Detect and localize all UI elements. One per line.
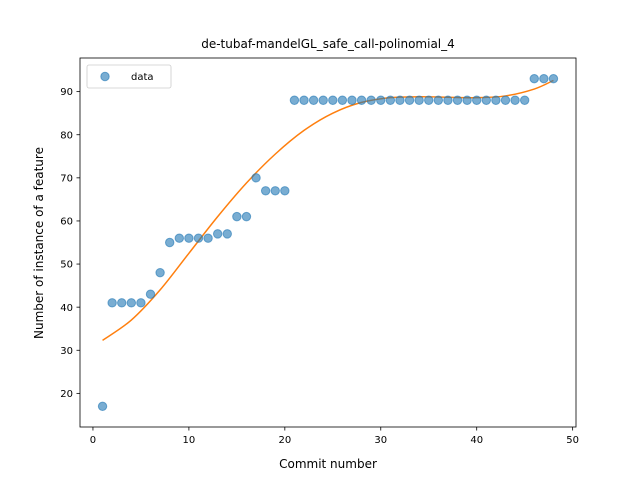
y-tick-label: 50 [60,260,73,271]
data-point [414,95,424,105]
x-axis-label: Commit number [279,457,377,471]
data-point [174,233,184,243]
data-point [232,211,242,222]
y-tick-label: 30 [60,346,73,357]
data-point [193,233,204,243]
data-point [404,95,415,105]
y-axis: 20 30 40 50 60 70 80 90 [60,87,80,400]
x-tick-label: 0 [90,435,96,446]
x-axis: 0 10 20 30 40 50 [90,427,579,446]
data-point [289,95,300,105]
data-point [443,95,453,105]
y-tick-label: 80 [60,130,73,141]
data-point [500,95,511,105]
data-point [203,233,213,243]
data-point [462,95,472,105]
legend: data [86,64,172,89]
data-point [481,95,491,105]
plot-area [79,57,577,428]
data-point [126,298,137,308]
data-point [452,95,463,105]
data-point [280,186,290,196]
y-axis-label: Number of instance of a feature [32,147,46,339]
data-point [222,229,232,239]
data-point [299,95,309,105]
legend-marker [100,71,110,82]
data-point [318,95,328,105]
x-tick-label: 50 [566,435,579,446]
chart-title: de-tubaf-mandelGL_safe_call-polinomial_4 [201,37,455,51]
data-point [165,237,175,248]
data-point [337,95,348,105]
data-point [491,95,501,105]
y-tick-label: 60 [60,217,73,228]
data-point [260,186,271,196]
x-tick-label: 10 [183,435,196,446]
data-point [424,95,434,105]
data-point [376,95,386,105]
data-point [385,95,396,105]
x-tick-label: 40 [470,435,483,446]
data-point [241,211,252,222]
data-point [212,229,223,239]
data-point [548,73,559,84]
data-point [155,267,165,278]
x-tick-label: 20 [278,435,291,446]
data-point [251,173,261,183]
x-tick-label: 30 [374,435,387,446]
y-tick-label: 20 [60,389,73,400]
data-point [270,186,280,196]
data-point [529,73,539,84]
data-point [433,95,444,105]
data-point [356,95,367,105]
legend-box [86,64,172,89]
data-point [107,298,117,308]
data-point [347,95,357,105]
data-point [328,95,338,105]
data-point [145,289,156,299]
fit-line [102,79,554,341]
y-tick-label: 40 [60,303,73,314]
data-point [136,298,146,308]
data-point [184,233,194,243]
data-point [366,95,376,105]
data-point [510,95,520,105]
data-point [519,95,530,105]
data-point [472,95,482,105]
y-tick-label: 70 [60,173,73,184]
axes-frame [79,57,577,428]
data-point [97,401,108,412]
data-point [117,298,127,308]
data-point [395,95,405,105]
legend-entry: data [131,72,154,83]
data-point [539,73,549,84]
y-tick-label: 90 [60,87,73,98]
data-point [308,95,319,105]
